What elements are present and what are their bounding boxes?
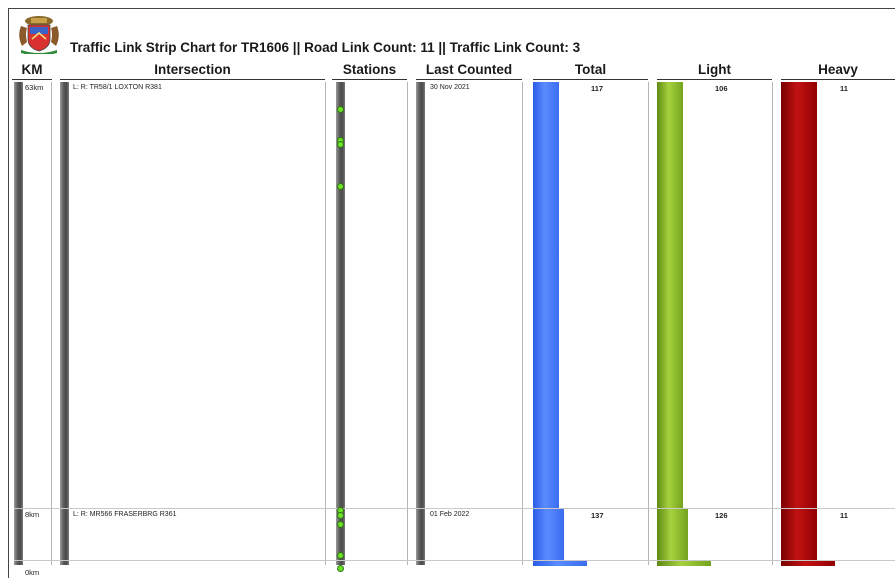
total-traffic-bar — [533, 509, 564, 560]
total-traffic-value: 137 — [591, 511, 604, 520]
row-separator — [14, 508, 895, 509]
intersection-column-edge — [325, 82, 326, 565]
total-traffic-value: 117 — [591, 84, 604, 93]
km-label-mid: 8km — [25, 510, 40, 519]
heavy-traffic-bar-end — [781, 561, 835, 566]
header-underline — [657, 79, 772, 80]
station-marker[interactable] — [337, 552, 344, 559]
light-traffic-bar-end — [657, 561, 711, 566]
coat-of-arms-logo — [19, 16, 59, 54]
heavy-traffic-value: 11 — [840, 84, 848, 93]
km-column-edge — [51, 82, 52, 565]
total-traffic-bar-end — [533, 561, 587, 566]
column-header-light: Light — [698, 62, 731, 77]
header-underline — [60, 79, 325, 80]
header-underline — [12, 79, 52, 80]
heavy-traffic-value: 11 — [840, 511, 848, 520]
light-traffic-value: 126 — [715, 511, 728, 520]
last-counted-date: 01 Feb 2022 — [430, 511, 470, 518]
light-traffic-bar — [657, 82, 683, 508]
header-underline — [533, 79, 648, 80]
station-marker[interactable] — [337, 512, 344, 519]
station-marker[interactable] — [337, 521, 344, 528]
column-header-stations: Stations — [342, 62, 397, 77]
chart-frame-top — [8, 8, 895, 9]
station-marker[interactable] — [337, 183, 344, 190]
station-marker[interactable] — [337, 106, 344, 113]
heavy-traffic-bar — [781, 509, 817, 560]
row-separator — [14, 560, 895, 561]
station-marker[interactable] — [337, 565, 344, 572]
light-traffic-bar — [657, 509, 688, 560]
column-header-last-counted: Last Counted — [425, 62, 513, 77]
column-header-total: Total — [574, 62, 607, 77]
intersection-label: L: R: MR566 FRASERBRG R361 — [73, 511, 177, 518]
header-underline — [781, 79, 895, 80]
stations-strip — [336, 82, 345, 565]
stations-column-edge — [407, 82, 408, 565]
last-counted-strip — [416, 82, 425, 565]
intersection-strip — [60, 82, 69, 565]
column-header-km: KM — [21, 62, 43, 77]
header-underline — [416, 79, 522, 80]
last-counted-column-edge — [522, 82, 523, 565]
km-strip — [14, 82, 23, 565]
total-column-edge — [648, 82, 649, 565]
km-label-top: 63km — [25, 83, 44, 92]
light-column-edge — [772, 82, 773, 565]
header-underline — [332, 79, 407, 80]
km-label-bottom: 0km — [25, 568, 40, 577]
station-marker[interactable] — [337, 141, 344, 148]
last-counted-date: 30 Nov 2021 — [430, 84, 470, 91]
light-traffic-value: 106 — [715, 84, 728, 93]
column-header-heavy: Heavy — [818, 62, 858, 77]
heavy-traffic-bar — [781, 82, 817, 508]
total-traffic-bar — [533, 82, 559, 508]
intersection-label: L: R: TR58/1 LOXTON R381 — [73, 84, 162, 91]
column-header-intersection: Intersection — [154, 62, 231, 77]
chart-frame-left — [8, 8, 9, 578]
chart-title: Traffic Link Strip Chart for TR1606 || R… — [70, 40, 581, 55]
